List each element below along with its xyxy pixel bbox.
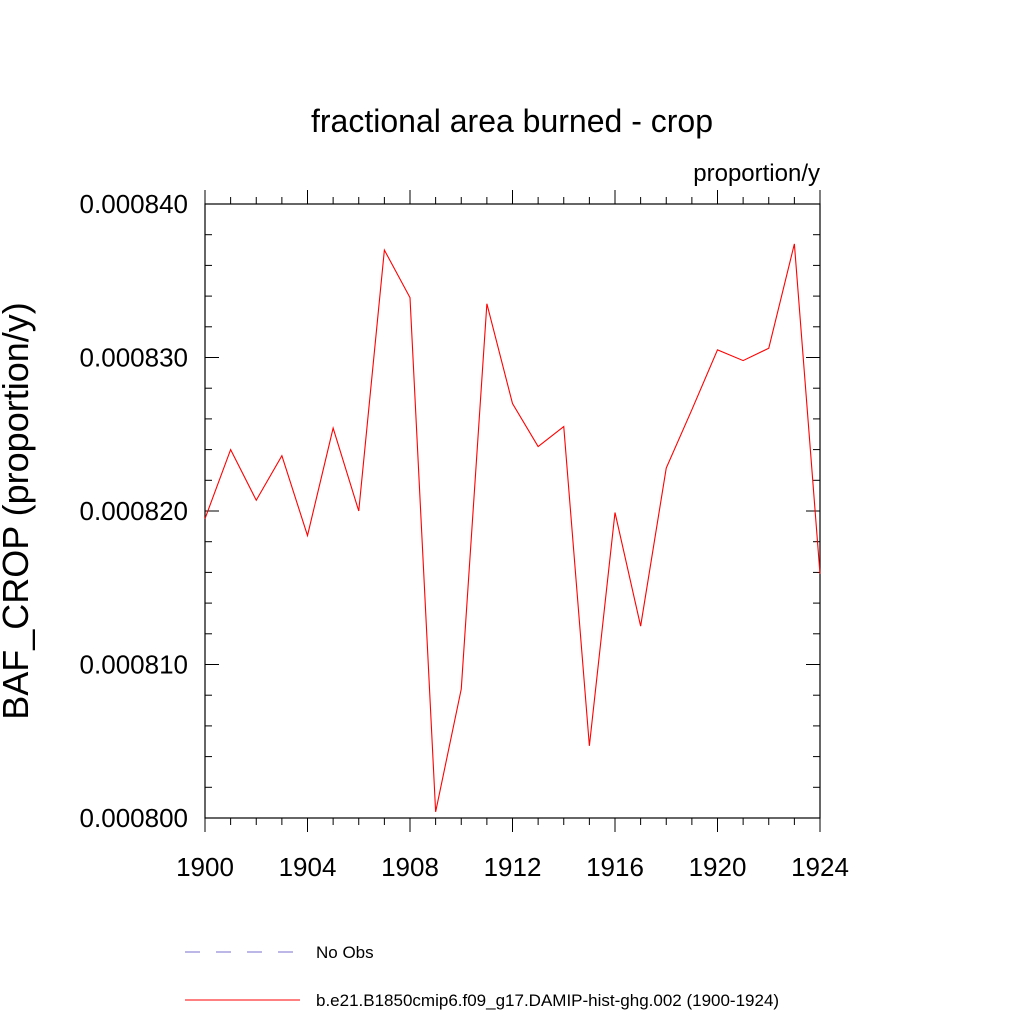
plot-border xyxy=(204,203,821,819)
y-tick-label: 0.000810 xyxy=(80,650,188,680)
series-line xyxy=(204,243,821,812)
x-tick-label: 1900 xyxy=(176,852,234,882)
x-tick-label: 1908 xyxy=(381,852,439,882)
x-tick-label: 1916 xyxy=(586,852,644,882)
chart-title: fractional area burned - crop xyxy=(311,103,713,139)
legend: No Obs b.e21.B1850cmip6.f09_g17.DAMIP-his… xyxy=(185,943,779,1010)
x-tick-label: 1920 xyxy=(689,852,747,882)
tick-labels: 1900 1904 1908 1912 1916 1920 1924 0.000800 0.00… xyxy=(80,189,849,882)
x-tick-label: 1924 xyxy=(791,852,849,882)
axis-ticks xyxy=(204,190,821,832)
legend-label: b.e21.B1850cmip6.f09_g17.DAMIP-hist-ghg.… xyxy=(316,991,779,1010)
plot-frame xyxy=(204,203,821,819)
y-tick-label: 0.000830 xyxy=(80,343,188,373)
x-tick-label: 1904 xyxy=(279,852,337,882)
x-tick-label: 1912 xyxy=(484,852,542,882)
y-tick-label: 0.000800 xyxy=(80,803,188,833)
y-axis-label: BAF_CROP (proportion/y) xyxy=(0,302,36,719)
y-tick-label: 0.000840 xyxy=(80,189,188,219)
units-label: proportion/y xyxy=(693,160,820,187)
series-layer xyxy=(204,243,821,812)
legend-label: No Obs xyxy=(316,943,374,962)
y-tick-label: 0.000820 xyxy=(80,496,188,526)
